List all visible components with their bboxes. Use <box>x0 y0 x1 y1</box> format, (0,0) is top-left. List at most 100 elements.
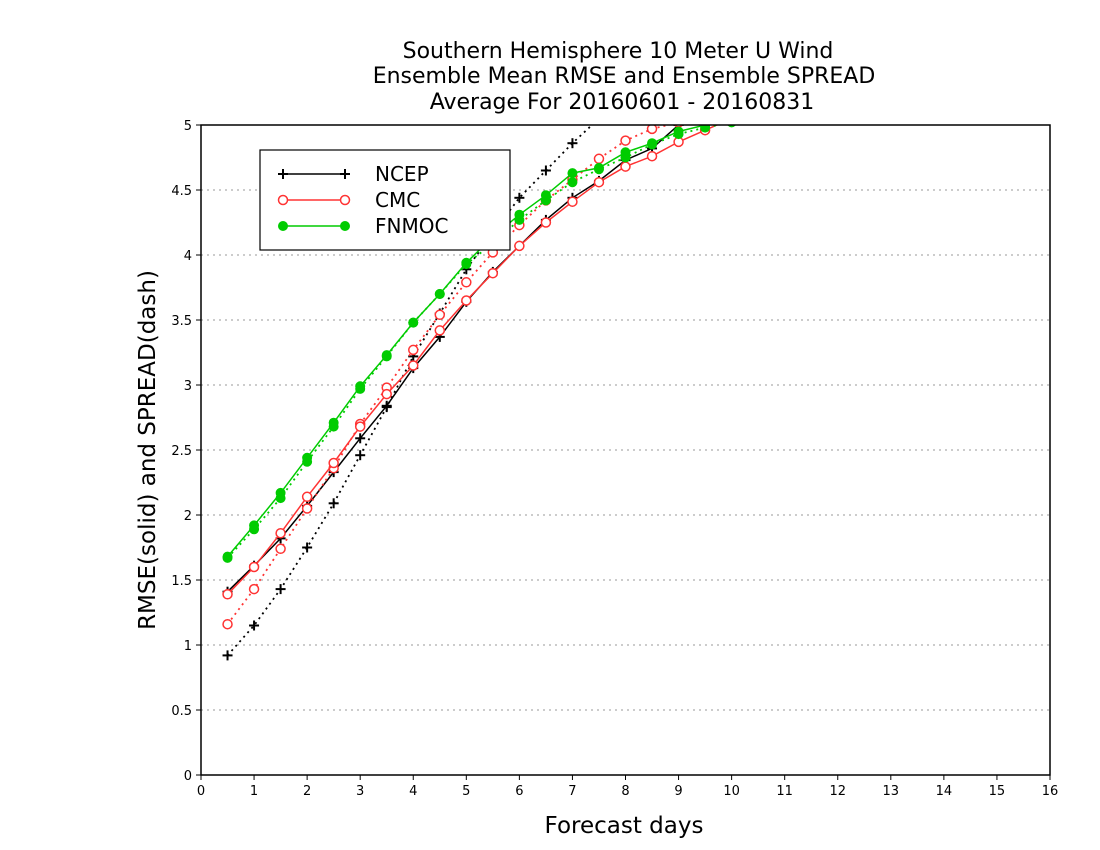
x-tick-label: 2 <box>303 784 311 799</box>
x-tick-label: 9 <box>674 784 682 799</box>
spread-point <box>540 165 551 176</box>
y-tick-label: 4 <box>184 249 192 264</box>
legend-marker <box>278 221 288 231</box>
rmse-point <box>381 400 392 411</box>
x-tick-label: 10 <box>723 784 740 799</box>
spread-point <box>222 618 233 630</box>
rmse-point <box>647 138 658 149</box>
rmse-point <box>620 147 631 158</box>
legend-marker <box>339 194 351 206</box>
rmse-point <box>301 491 313 503</box>
axis-ticks: 00.511.522.533.544.550 1 2 3 4 5 6 7 8 9 10 11 12 13 1… <box>171 119 1058 799</box>
rmse-point <box>275 527 286 539</box>
spread-point <box>594 114 604 124</box>
x-tick-label: 0 <box>197 784 205 799</box>
rmse-point <box>222 551 233 562</box>
y-tick-label: 4.5 <box>171 184 192 199</box>
rmse-point <box>620 161 631 172</box>
rmse-point <box>540 217 552 228</box>
rmse-point <box>222 589 233 600</box>
rmse-point <box>567 196 578 207</box>
rmse-point <box>381 350 392 361</box>
spread-point <box>328 498 339 509</box>
spread-point <box>461 277 472 288</box>
rmse-point <box>487 267 499 279</box>
rmse-point <box>514 240 525 252</box>
y-tick-label: 0.5 <box>171 704 192 719</box>
legend-item-cmc: CMC <box>277 188 420 212</box>
legend-marker <box>340 169 350 179</box>
legend-marker <box>340 221 350 231</box>
spread-point <box>275 584 286 595</box>
rmse-point <box>408 360 419 371</box>
legend-label: CMC <box>375 188 420 212</box>
spread-point <box>275 543 286 555</box>
spread-point <box>567 177 578 188</box>
legend-marker <box>277 194 289 206</box>
rmse-point <box>727 114 736 123</box>
x-tick-label: 16 <box>1042 784 1059 799</box>
x-tick-label: 3 <box>356 784 364 799</box>
spread-point <box>222 650 233 661</box>
rmse-point <box>381 388 392 400</box>
y-tick-label: 3 <box>184 379 192 394</box>
spread-point <box>248 583 260 595</box>
rmse-point <box>248 561 260 573</box>
x-tick-label: 13 <box>883 784 900 799</box>
rmse-point <box>355 433 366 444</box>
grid <box>201 189 1050 711</box>
series-group <box>222 114 736 661</box>
spread-point <box>514 192 525 203</box>
rmse-point <box>646 150 658 162</box>
y-tick-label: 2 <box>184 509 192 524</box>
rmse-point <box>408 317 419 328</box>
legend-label: FNMOC <box>375 214 448 238</box>
rmse-point <box>302 452 313 463</box>
rmse-point <box>354 421 366 432</box>
chart-title-line-1: Southern Hemisphere 10 Meter U Wind <box>403 39 834 64</box>
rmse-point <box>514 209 525 220</box>
rmse-point <box>328 457 339 469</box>
y-tick-label: 1.5 <box>171 574 192 589</box>
rmse-point <box>434 289 445 299</box>
spread-point <box>567 138 578 149</box>
x-tick-label: 7 <box>568 784 576 799</box>
rmse-point <box>434 325 446 336</box>
rmse-point <box>355 381 366 392</box>
x-tick-label: 6 <box>515 784 523 799</box>
x-tick-label: 11 <box>776 784 793 799</box>
chart-title-line-2: Ensemble Mean RMSE and Ensemble SPREAD <box>373 64 876 89</box>
spread-point <box>593 153 605 165</box>
spread-point <box>355 450 366 461</box>
y-axis-title: RMSE(solid) and SPREAD(dash) <box>135 270 161 630</box>
spread-point <box>620 135 631 146</box>
rmse-point <box>461 257 472 268</box>
x-tick-label: 4 <box>409 784 417 799</box>
rmse-point <box>593 176 605 188</box>
x-tick-label: 14 <box>936 784 953 799</box>
spread-point <box>701 114 710 123</box>
spread-point <box>646 125 658 135</box>
legend-item-fnmoc: FNMOC <box>278 214 448 238</box>
x-tick-label: 15 <box>989 784 1006 799</box>
x-tick-label: 5 <box>462 784 470 799</box>
rmse-point <box>727 114 736 123</box>
x-tick-label: 1 <box>250 784 258 799</box>
rmse-point <box>700 125 711 130</box>
rmse-point <box>540 190 551 201</box>
x-tick-label: 12 <box>829 784 846 799</box>
legend-item-ncep: NCEP <box>278 162 429 186</box>
x-tick-label: 8 <box>621 784 629 799</box>
y-tick-label: 3.5 <box>171 314 192 329</box>
x-axis-title: Forecast days <box>545 813 704 839</box>
y-tick-label: 1 <box>184 639 192 654</box>
rmse-point <box>249 520 260 531</box>
spread-point <box>249 620 260 631</box>
y-tick-label: 0 <box>184 769 192 784</box>
legend-label: NCEP <box>375 162 429 186</box>
spread-point <box>301 503 313 514</box>
legend-marker <box>278 169 288 179</box>
rmse-point <box>461 295 472 306</box>
